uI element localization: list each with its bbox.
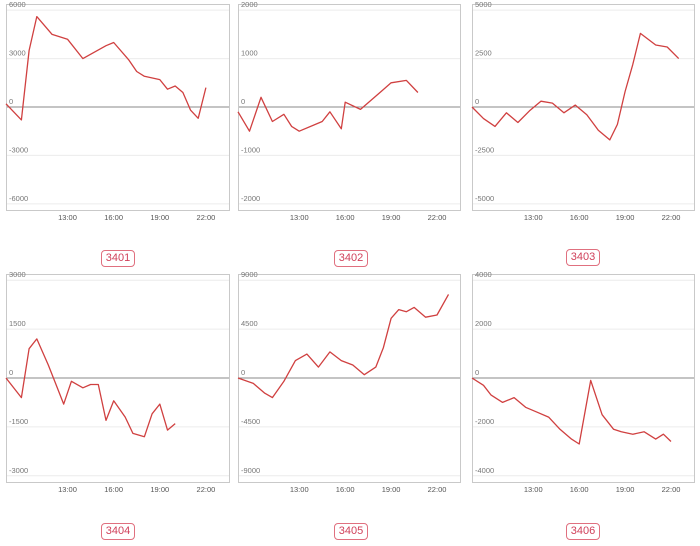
- y-tick-label: 0: [475, 368, 479, 377]
- chart-3404: 3000 1500 0 -1500 -3000 13:00 16:00 19:00 22:00: [5, 270, 230, 494]
- panel-label-3401[interactable]: 3401: [101, 250, 135, 267]
- series-line: [471, 377, 672, 445]
- y-tick-label: -4500: [241, 417, 260, 426]
- y-tick-label: -3000: [9, 466, 28, 475]
- y-tick-label: 4500: [241, 319, 258, 328]
- y-tick-label: -9000: [241, 466, 260, 475]
- y-tick-label: -2000: [475, 417, 494, 426]
- y-tick-label: -6000: [9, 194, 28, 203]
- chart-3403: 5000 2500 0 -2500 -5000 13:00 16:00 19:00 22:00: [471, 0, 695, 222]
- chart-3401: 6000 3000 0 -3000 -6000 13:00 16:00 19:00 22:00: [5, 0, 230, 222]
- y-tick-label: 0: [9, 97, 13, 106]
- y-tick-label: 1500: [9, 319, 26, 328]
- x-tick-label: 16:00: [336, 485, 355, 494]
- x-tick-label: 16:00: [104, 213, 123, 222]
- x-tick-label: 22:00: [197, 485, 216, 494]
- x-tick-label: 13:00: [524, 213, 543, 222]
- y-tick-label: 4000: [475, 270, 492, 279]
- y-tick-label: 2500: [475, 49, 492, 58]
- chart-frame: [238, 4, 461, 211]
- x-tick-label: 22:00: [428, 485, 447, 494]
- y-tick-label: 1000: [241, 49, 258, 58]
- y-tick-label: -1500: [9, 417, 28, 426]
- y-tick-label: 0: [9, 368, 13, 377]
- x-tick-label: 13:00: [58, 213, 77, 222]
- series-line: [237, 294, 450, 399]
- y-tick-label: 0: [475, 97, 479, 106]
- panel-label-3402[interactable]: 3402: [334, 250, 368, 267]
- x-tick-label: 16:00: [570, 485, 589, 494]
- x-tick-label: 22:00: [662, 485, 681, 494]
- y-tick-label: 5000: [475, 0, 492, 9]
- y-tick-label: 2000: [241, 0, 258, 9]
- panel-label-3403[interactable]: 3403: [566, 249, 600, 266]
- x-tick-label: 16:00: [570, 213, 589, 222]
- series-line: [5, 15, 207, 121]
- y-tick-label: -2000: [241, 194, 260, 203]
- x-tick-label: 22:00: [662, 213, 681, 222]
- chart-3402: 2000 1000 0 -1000 -2000 13:00 16:00 19:00 22:00: [237, 0, 461, 222]
- y-tick-label: -3000: [9, 145, 28, 154]
- chart-frame: [6, 4, 230, 211]
- y-tick-label: 0: [241, 97, 245, 106]
- panel-label-3405[interactable]: 3405: [334, 523, 368, 540]
- y-tick-label: -2500: [475, 145, 494, 154]
- chart-3405: 9000 4500 0 -4500 -9000 13:00 16:00 19:00 22:00: [237, 270, 461, 494]
- chart-3406: 4000 2000 0 -2000 -4000 13:00 16:00 19:00 22:00: [471, 270, 695, 494]
- y-tick-label: 3000: [9, 49, 26, 58]
- panel-label-3404[interactable]: 3404: [101, 523, 135, 540]
- y-tick-label: 9000: [241, 270, 258, 279]
- x-tick-label: 13:00: [290, 485, 309, 494]
- y-tick-label: -4000: [475, 466, 494, 475]
- panel-label-3406[interactable]: 3406: [566, 523, 600, 540]
- x-tick-label: 13:00: [58, 485, 77, 494]
- y-tick-label: 0: [241, 368, 245, 377]
- x-tick-label: 16:00: [336, 213, 355, 222]
- y-tick-label: 3000: [9, 270, 26, 279]
- y-tick-label: 2000: [475, 319, 492, 328]
- x-tick-label: 16:00: [104, 485, 123, 494]
- x-tick-label: 19:00: [616, 485, 635, 494]
- x-tick-label: 19:00: [616, 213, 635, 222]
- x-tick-label: 19:00: [150, 213, 169, 222]
- y-tick-label: -5000: [475, 194, 494, 203]
- x-tick-label: 19:00: [382, 485, 401, 494]
- x-tick-label: 13:00: [290, 213, 309, 222]
- x-tick-label: 19:00: [150, 485, 169, 494]
- series-line: [237, 79, 419, 132]
- y-tick-label: -1000: [241, 145, 260, 154]
- x-tick-label: 22:00: [428, 213, 447, 222]
- x-tick-label: 13:00: [524, 485, 543, 494]
- y-tick-label: 6000: [9, 0, 26, 9]
- x-tick-label: 19:00: [382, 213, 401, 222]
- x-tick-label: 22:00: [197, 213, 216, 222]
- series-line: [471, 32, 680, 141]
- series-line: [5, 338, 176, 438]
